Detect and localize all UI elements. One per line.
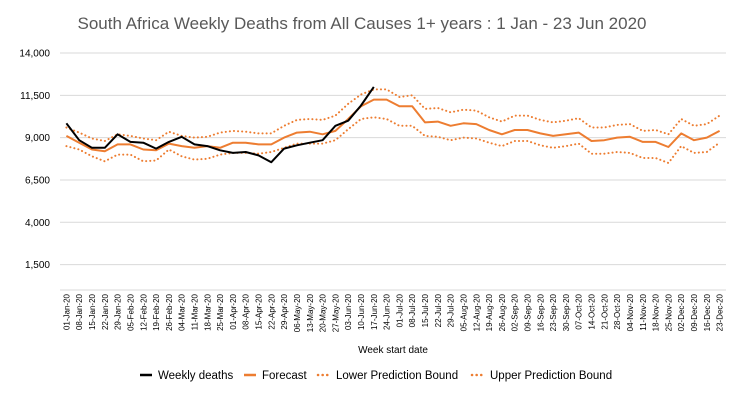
x-tick-label: 26-Aug-20: [498, 293, 507, 331]
x-tick-label: 02-Sep-20: [511, 293, 520, 331]
series-line-weekly-deaths: [65, 86, 375, 164]
x-tick-label: 06-May-20: [293, 293, 302, 332]
x-tick-label: 14-Oct-20: [588, 293, 597, 329]
x-tick-label: 05-Aug-20: [459, 293, 468, 331]
x-tick-label: 04-Mar-20: [178, 293, 187, 330]
series-line-upper-prediction-bound: [65, 88, 721, 142]
y-tick-label: 4,000: [25, 218, 50, 229]
x-tick-label: 08-Jan-20: [75, 293, 84, 330]
y-tick-label: 6,500: [25, 175, 50, 186]
x-tick-label: 15-Apr-20: [255, 293, 264, 329]
x-tick-label: 26-Feb-20: [165, 293, 174, 330]
legend-label-upper-prediction-bound: Upper Prediction Bound: [490, 370, 612, 382]
x-tick-label: 11-Mar-20: [190, 293, 199, 330]
x-tick-label: 24-Jun-20: [383, 293, 392, 330]
legend-label-forecast: Forecast: [262, 370, 308, 382]
x-tick-label: 25-Mar-20: [216, 293, 225, 330]
legend-label-lower-prediction-bound: Lower Prediction Bound: [336, 370, 458, 382]
x-tick-label: 22-Jul-20: [434, 293, 443, 327]
x-tick-label: 22-Jan-20: [101, 293, 110, 330]
legend: Weekly deaths Forecast Lower Prediction Bo…: [140, 370, 612, 382]
y-axis-tick-labels: 1,500 4,000 6,500 9,000 11,500 14,000: [19, 49, 50, 272]
x-tick-label: 09-Dec-20: [690, 293, 699, 331]
x-tick-label: 01-Jan-20: [62, 293, 71, 330]
x-tick-label: 02-Dec-20: [677, 293, 686, 331]
x-tick-label: 16-Sep-20: [536, 293, 545, 331]
x-tick-label: 23-Dec-20: [716, 293, 725, 331]
x-tick-label: 21-Oct-20: [600, 293, 609, 329]
y-tick-label: 1,500: [25, 260, 50, 271]
x-tick-label: 15-Jan-20: [88, 293, 97, 330]
x-tick-label: 16-Dec-20: [703, 293, 712, 331]
x-tick-label: 19-Feb-20: [152, 293, 161, 330]
x-tick-label: 15-Jul-20: [421, 293, 430, 327]
x-tick-label: 13-May-20: [306, 293, 315, 332]
x-tick-label: 12-Feb-20: [139, 293, 148, 330]
x-tick-label: 17-Jun-20: [370, 293, 379, 330]
x-tick-label: 11-Nov-20: [639, 293, 648, 330]
x-tick-label: 20-May-20: [319, 293, 328, 332]
x-tick-label: 29-Jan-20: [114, 293, 123, 330]
x-tick-label: 30-Sep-20: [562, 293, 571, 331]
x-tick-label: 05-Feb-20: [126, 293, 135, 330]
x-tick-label: 03-Jun-20: [344, 293, 353, 330]
y-tick-label: 14,000: [19, 49, 50, 60]
series-lines: [65, 86, 721, 164]
gridlines: [60, 52, 726, 291]
x-tick-label: 09-Sep-20: [523, 293, 532, 331]
x-tick-label: 22-Apr-20: [267, 293, 276, 329]
x-tick-label: 04-Nov-20: [626, 293, 635, 331]
x-tick-label: 23-Sep-20: [549, 293, 558, 331]
chart-title: South Africa Weekly Deaths from All Caus…: [77, 14, 646, 33]
x-tick-label: 18-Nov-20: [652, 293, 661, 331]
x-tick-label: 07-Oct-20: [575, 293, 584, 329]
legend-label-weekly-deaths: Weekly deaths: [158, 370, 233, 382]
x-tick-label: 12-Aug-20: [472, 293, 481, 331]
y-tick-label: 9,000: [25, 133, 50, 144]
x-tick-label: 29-Apr-20: [280, 293, 289, 329]
x-axis-tick-labels: 01-Jan-20 08-Jan-20 15-Jan-20 22-Jan-20 29-J…: [62, 293, 724, 332]
x-axis-label: Week start date: [358, 345, 428, 356]
x-tick-label: 18-Mar-20: [203, 293, 212, 330]
x-tick-label: 01-Apr-20: [229, 293, 238, 329]
x-tick-label: 29-Jul-20: [447, 293, 456, 327]
x-tick-label: 08-Jul-20: [408, 293, 417, 327]
x-tick-label: 19-Aug-20: [485, 293, 494, 331]
x-tick-label: 01-Jul-20: [395, 293, 404, 327]
y-tick-label: 11,500: [20, 91, 50, 102]
x-tick-label: 10-Jun-20: [357, 293, 366, 330]
series-line-forecast: [65, 98, 721, 153]
x-tick-label: 28-Oct-20: [613, 293, 622, 329]
x-tick-label: 27-May-20: [331, 293, 340, 332]
x-tick-label: 25-Nov-20: [664, 293, 673, 331]
x-tick-label: 08-Apr-20: [242, 293, 251, 329]
